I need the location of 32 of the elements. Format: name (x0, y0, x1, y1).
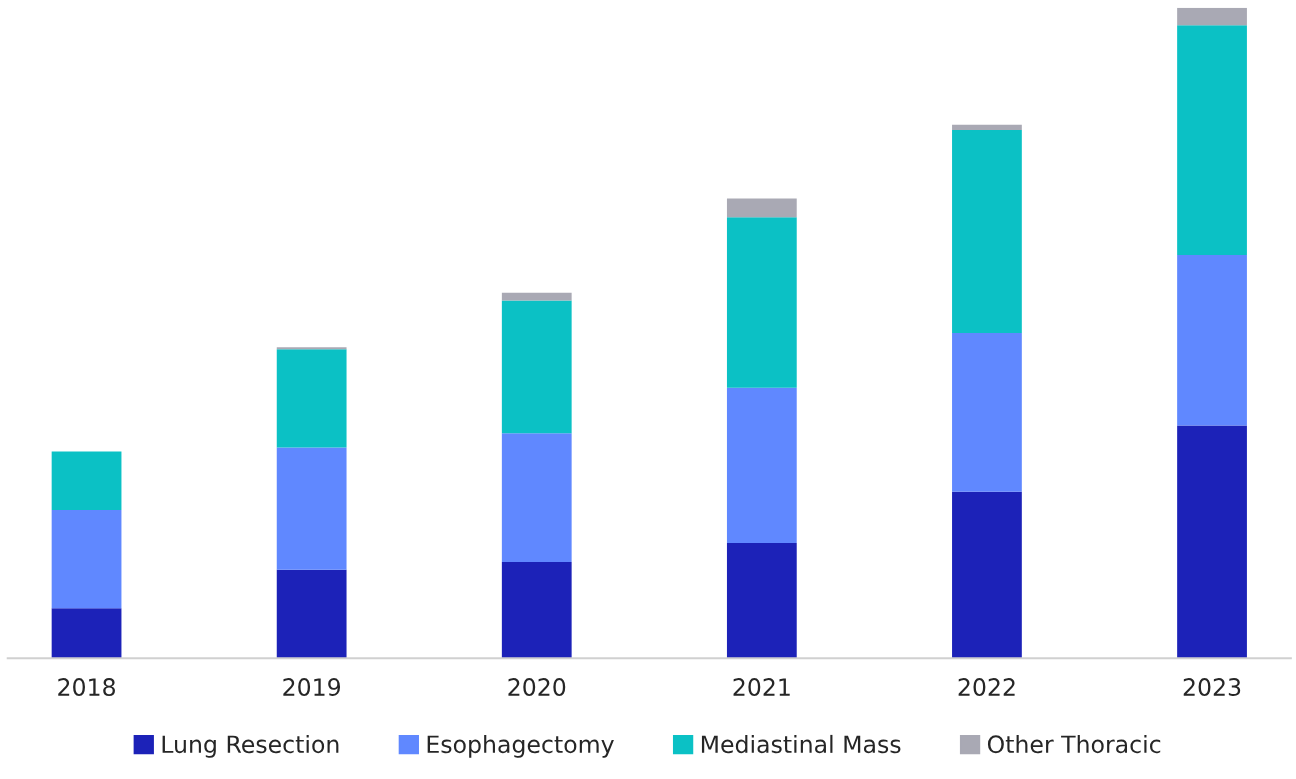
bar (1177, 425, 1247, 659)
legend-label: Esophagectomy (427, 734, 614, 758)
legend-label: Lung Resection (162, 734, 339, 758)
bar (726, 543, 797, 659)
bar (952, 130, 1022, 334)
bar (51, 509, 122, 609)
x-tick-label: 2023 (1183, 678, 1241, 696)
x-tick-label: 2022 (958, 678, 1015, 696)
bar (952, 491, 1022, 659)
bar (726, 198, 797, 218)
bar (952, 124, 1022, 131)
bar (501, 300, 572, 434)
bar (501, 561, 572, 659)
bar (726, 217, 797, 388)
bar (501, 433, 572, 562)
bar (501, 292, 572, 301)
bar (1177, 7, 1247, 26)
x-tick-label: 2019 (283, 678, 341, 696)
x-tick-label: 2020 (508, 678, 566, 696)
bar (276, 569, 347, 659)
bar (1177, 254, 1247, 426)
legend-label: Mediastinal Mass (701, 734, 901, 754)
legend-label: Other Thoracic (987, 734, 1161, 754)
bar (51, 451, 122, 510)
x-tick-label: 2021 (733, 678, 790, 696)
bar (51, 608, 122, 659)
bar (276, 349, 347, 448)
bar (1177, 25, 1247, 255)
bar (276, 447, 347, 570)
bar (952, 333, 1022, 492)
bar (726, 387, 797, 544)
x-tick-label: 2018 (58, 678, 115, 696)
